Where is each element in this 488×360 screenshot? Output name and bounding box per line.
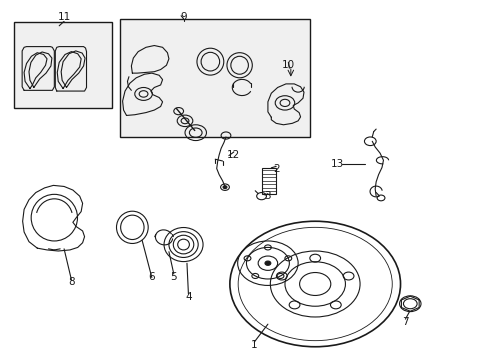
- Text: 5: 5: [170, 272, 177, 282]
- Circle shape: [223, 186, 226, 189]
- Text: 8: 8: [68, 277, 75, 287]
- Text: 13: 13: [330, 159, 343, 169]
- Text: 9: 9: [180, 12, 186, 22]
- Bar: [120, 19, 310, 137]
- Text: 7: 7: [401, 317, 408, 327]
- Circle shape: [264, 261, 270, 265]
- Text: 11: 11: [58, 12, 71, 22]
- Bar: [14, 22, 112, 108]
- Text: 10: 10: [281, 60, 294, 70]
- Bar: [261, 168, 276, 194]
- Text: 4: 4: [185, 292, 191, 302]
- Text: 6: 6: [148, 272, 155, 282]
- Text: 1: 1: [250, 340, 257, 350]
- Text: 2: 2: [272, 164, 279, 174]
- Text: 12: 12: [227, 150, 240, 160]
- Text: 3: 3: [264, 191, 271, 201]
